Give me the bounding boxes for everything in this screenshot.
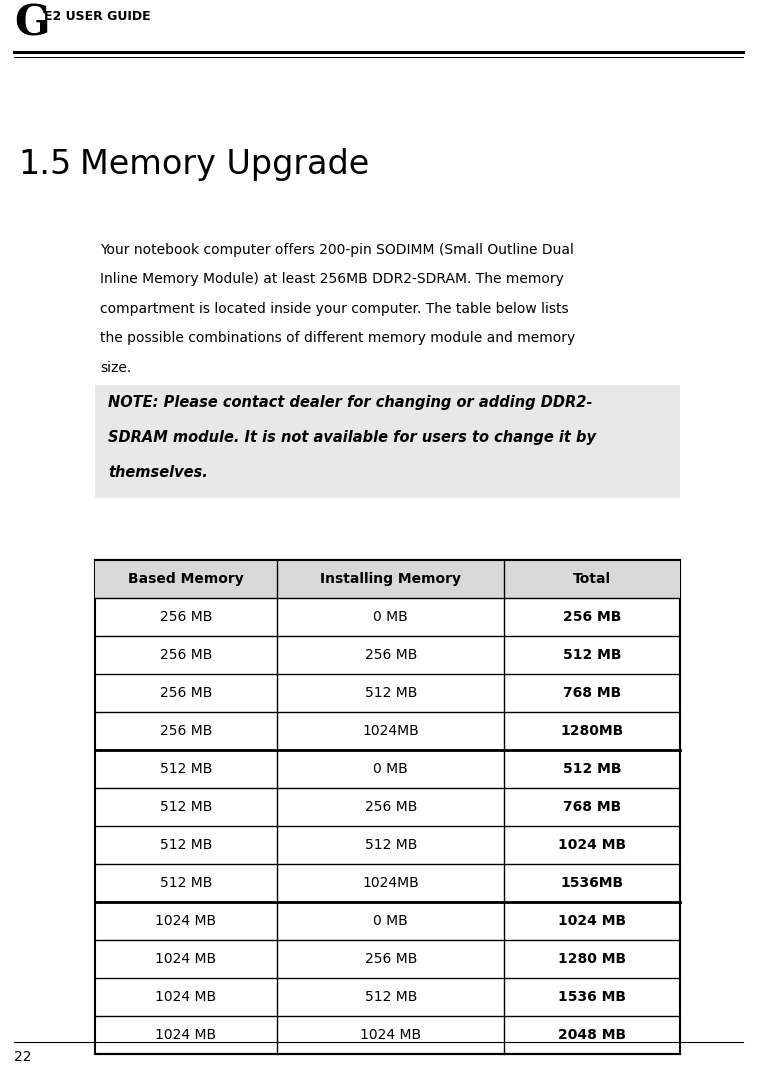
Text: 256 MB: 256 MB bbox=[365, 800, 417, 814]
Text: Memory Upgrade: Memory Upgrade bbox=[80, 148, 369, 181]
Text: NOTE: Please contact dealer for changing or adding DDR2-: NOTE: Please contact dealer for changing… bbox=[108, 395, 593, 410]
Text: 1280MB: 1280MB bbox=[561, 724, 624, 738]
Text: 512 MB: 512 MB bbox=[160, 800, 212, 814]
Text: 1024 MB: 1024 MB bbox=[155, 990, 217, 1004]
Text: 0 MB: 0 MB bbox=[374, 762, 408, 777]
Text: 512 MB: 512 MB bbox=[160, 838, 212, 852]
Text: 2048 MB: 2048 MB bbox=[558, 1028, 626, 1042]
Text: 256 MB: 256 MB bbox=[160, 610, 212, 624]
Text: 512 MB: 512 MB bbox=[365, 838, 417, 852]
Text: 1024 MB: 1024 MB bbox=[558, 838, 626, 852]
Text: 512 MB: 512 MB bbox=[563, 648, 622, 662]
Text: size.: size. bbox=[100, 361, 131, 375]
Text: 512 MB: 512 MB bbox=[160, 876, 212, 890]
Text: 256 MB: 256 MB bbox=[365, 951, 417, 966]
Text: the possible combinations of different memory module and memory: the possible combinations of different m… bbox=[100, 332, 575, 346]
Text: 256 MB: 256 MB bbox=[563, 610, 622, 624]
Text: 256 MB: 256 MB bbox=[160, 724, 212, 738]
Text: 1.5: 1.5 bbox=[18, 148, 72, 181]
Text: compartment is located inside your computer. The table below lists: compartment is located inside your compu… bbox=[100, 302, 568, 316]
Text: 1024 MB: 1024 MB bbox=[558, 914, 626, 928]
Text: 1280 MB: 1280 MB bbox=[558, 951, 626, 966]
Text: 512 MB: 512 MB bbox=[160, 762, 212, 777]
Text: 512 MB: 512 MB bbox=[365, 990, 417, 1004]
Text: Inline Memory Module) at least 256MB DDR2-SDRAM. The memory: Inline Memory Module) at least 256MB DDR… bbox=[100, 272, 564, 286]
Text: 1024MB: 1024MB bbox=[362, 724, 419, 738]
Text: 22: 22 bbox=[14, 1050, 31, 1064]
Bar bbox=[95, 561, 680, 598]
Text: 256 MB: 256 MB bbox=[160, 686, 212, 700]
Bar bbox=[95, 384, 680, 498]
Text: 768 MB: 768 MB bbox=[563, 686, 622, 700]
Text: E2 USER GUIDE: E2 USER GUIDE bbox=[44, 10, 151, 23]
Bar bbox=[95, 561, 680, 1054]
Text: 1024 MB: 1024 MB bbox=[155, 914, 217, 928]
Text: SDRAM module. It is not available for users to change it by: SDRAM module. It is not available for us… bbox=[108, 430, 596, 445]
Text: Total: Total bbox=[573, 572, 611, 586]
Text: 1024 MB: 1024 MB bbox=[155, 951, 217, 966]
Text: 1024 MB: 1024 MB bbox=[360, 1028, 422, 1042]
Text: 1536MB: 1536MB bbox=[561, 876, 624, 890]
Text: 0 MB: 0 MB bbox=[374, 610, 408, 624]
Text: 1024MB: 1024MB bbox=[362, 876, 419, 890]
Text: 512 MB: 512 MB bbox=[563, 762, 622, 777]
Text: Your notebook computer offers 200-pin SODIMM (Small Outline Dual: Your notebook computer offers 200-pin SO… bbox=[100, 243, 574, 257]
Text: 512 MB: 512 MB bbox=[365, 686, 417, 700]
Text: 256 MB: 256 MB bbox=[160, 648, 212, 662]
Text: 0 MB: 0 MB bbox=[374, 914, 408, 928]
Text: G: G bbox=[14, 3, 49, 45]
Text: Based Memory: Based Memory bbox=[128, 572, 244, 586]
Text: themselves.: themselves. bbox=[108, 465, 208, 480]
Text: 256 MB: 256 MB bbox=[365, 648, 417, 662]
Text: 1024 MB: 1024 MB bbox=[155, 1028, 217, 1042]
Text: Installing Memory: Installing Memory bbox=[320, 572, 461, 586]
Text: 768 MB: 768 MB bbox=[563, 800, 622, 814]
Text: 1536 MB: 1536 MB bbox=[559, 990, 626, 1004]
